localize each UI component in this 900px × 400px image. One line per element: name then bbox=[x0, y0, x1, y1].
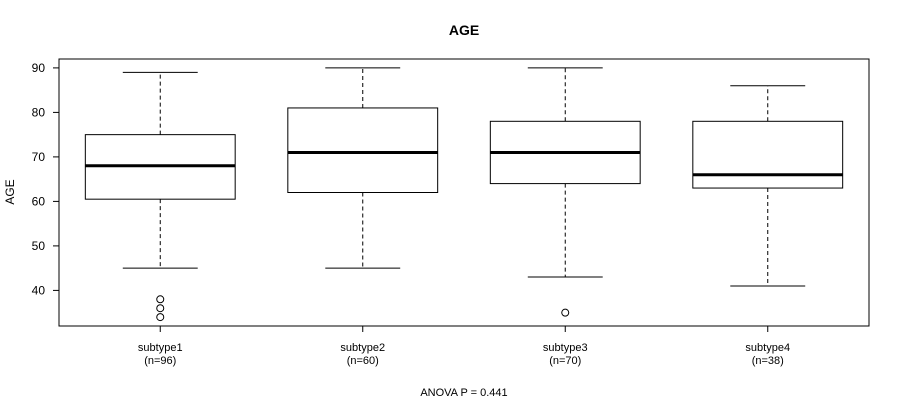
outlier-point bbox=[561, 308, 570, 317]
x-tick-label: subtype1 bbox=[138, 342, 183, 354]
box-subtype1 bbox=[84, 71, 236, 322]
box-subtype4 bbox=[692, 85, 844, 287]
x-tick-count-label: (n=70) bbox=[549, 355, 581, 367]
iqr-box bbox=[287, 107, 439, 193]
box-subtype3 bbox=[489, 67, 641, 317]
chart-title: AGE bbox=[449, 22, 479, 38]
y-tick-label: 60 bbox=[32, 194, 46, 208]
x-tick-count-label: (n=96) bbox=[144, 355, 176, 367]
box-subtype2 bbox=[287, 67, 439, 269]
y-tick-label: 70 bbox=[32, 150, 46, 164]
boxes-group bbox=[84, 67, 844, 322]
y-axis: 40 50 60 70 80 90 bbox=[32, 61, 60, 297]
y-tick-label: 40 bbox=[32, 283, 46, 297]
y-tick-label: 80 bbox=[32, 105, 46, 119]
y-tick-label: 90 bbox=[32, 61, 46, 75]
x-axis-labels: subtype1(n=96) subtype2(n=60) subtype3(n=7… bbox=[138, 326, 790, 367]
x-tick-label: subtype3 bbox=[543, 342, 588, 354]
outlier-point bbox=[156, 304, 165, 313]
iqr-box bbox=[692, 120, 844, 189]
x-tick-count-label: (n=38) bbox=[752, 355, 784, 367]
y-axis-label: AGE bbox=[3, 179, 17, 204]
outlier-point bbox=[156, 295, 165, 304]
x-tick-count-label: (n=60) bbox=[347, 355, 379, 367]
anova-footer: ANOVA P = 0.441 bbox=[420, 387, 507, 399]
y-tick-label: 50 bbox=[32, 239, 46, 253]
x-tick-label: subtype2 bbox=[340, 342, 385, 354]
x-tick-label: subtype4 bbox=[745, 342, 790, 354]
outlier-point bbox=[156, 313, 165, 322]
